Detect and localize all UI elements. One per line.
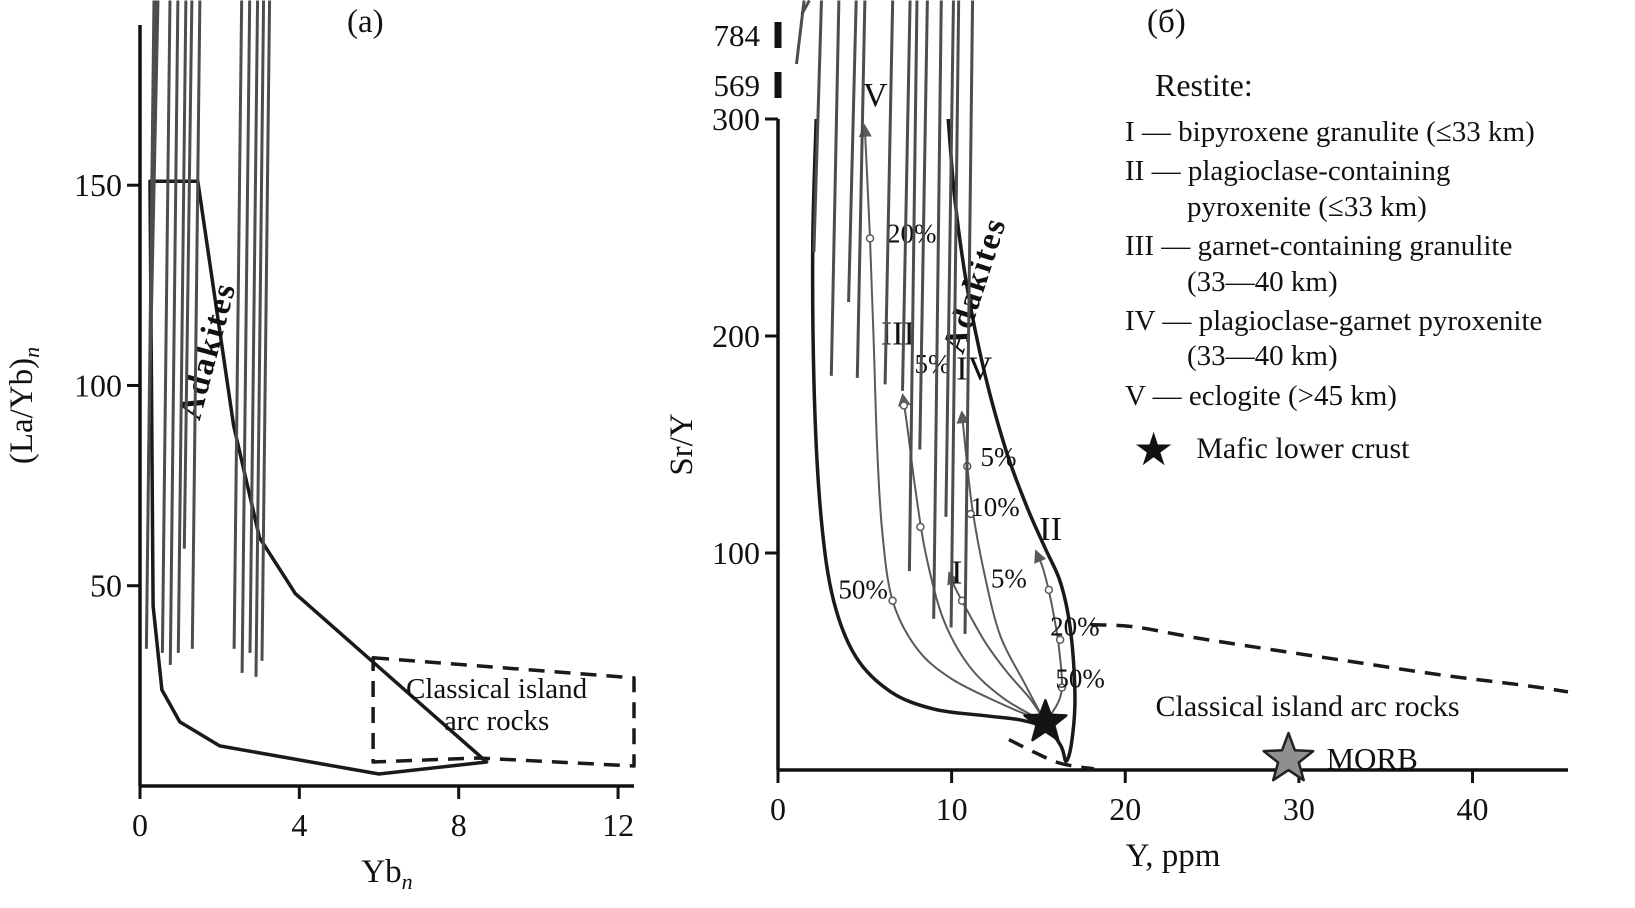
x-tick-label: 12 [602,807,634,843]
y-tick-label: 200 [712,318,760,354]
x-axis-label-a: Ybn [361,854,412,894]
curve-label-IV: IV [956,350,992,387]
annotation: Classical island arc rocks [1156,690,1460,723]
data-point-cross [254,0,266,677]
y-axis-label-b: Sr/Y [664,413,700,475]
curve-label-I: I [951,554,962,591]
legend-star-label: Mafic lower crust [1196,431,1410,465]
field-label-classical-island-arc: Classical island arc rocks [406,673,588,737]
data-point-cross [232,0,244,649]
melt-curve-IV [956,410,1047,723]
y-break-label: 784 [714,18,761,53]
y-tick-label: 300 [712,101,760,137]
data-point-cross [190,0,202,649]
data-point-cross [932,0,943,619]
field-classical-island-arc [371,656,636,768]
percent-label: 20% [887,219,937,249]
star-icon: ★ [1133,422,1175,477]
star-label-morb: MORB [1326,741,1417,776]
percent-label: 50% [1055,664,1105,694]
data-point-cross [949,0,961,628]
percent-label: 5% [991,564,1027,594]
data-point-cross [829,0,841,376]
y-break-label: 569 [714,68,761,103]
legend-item: IV — plagioclase-garnet pyroxenite (33—4… [1125,304,1543,373]
x-tick-label: 0 [770,791,786,827]
y-tick-label: 100 [712,535,760,571]
legend-items: I — bipyroxene granulite (≤33 km) II — pl… [1125,115,1557,414]
x-tick-label: 10 [936,791,968,827]
melt-curve-III [897,392,1046,724]
data-point-cross [812,0,823,253]
panel-a-title: (а) [347,4,384,40]
data-point-cross [901,0,912,391]
legend: Restite: I — bipyroxene granulite (≤33 k… [1125,66,1557,472]
y-axis-label-a: (La/Yb)n [4,347,44,464]
data-point-cross [144,0,156,649]
curve-tick [888,596,897,605]
curve-tick [899,401,909,410]
melt-curve-V [858,123,1046,724]
field-classical-island-arc-lower [1008,738,1095,771]
data-point-cross [182,0,194,549]
curve-tick [865,234,875,243]
x-tick-label: 40 [1457,791,1489,827]
data-point-cross [260,0,272,661]
data-point-cross [160,0,172,653]
data-point-cross [847,0,858,303]
curve-tick [1044,585,1054,595]
field-adakites [148,179,489,776]
data-point-cross [168,0,180,665]
legend-item: I — bipyroxene granulite (≤33 km) [1125,116,1535,149]
data-point-cross [963,0,975,635]
data-point-cross [855,0,867,378]
x-tick-label: 30 [1283,791,1315,827]
legend-item: II — plagioclase-containing pyroxenite (… [1125,155,1451,223]
data-point-cross [176,0,188,653]
field-adakites [810,118,1077,764]
percent-label: 10% [970,492,1020,522]
x-tick-label: 0 [132,807,148,843]
x-tick-label: 20 [1109,791,1141,827]
legend-title: Restite: [1155,67,1253,103]
y-tick-label: 50 [90,568,122,604]
data-point-cross [907,0,919,572]
field-classical-island-arc-upper [1090,622,1569,694]
curve-label-II: II [1039,511,1062,548]
data-point-cross [240,0,252,673]
star-morb [1262,731,1315,782]
y-tick-label: 100 [74,367,122,403]
star-mafic-lower-crust [1023,699,1068,742]
data-point-cross [795,0,806,65]
legend-item: V — eclogite (>45 km) [1125,379,1397,412]
percent-label: 5% [981,442,1017,472]
x-tick-label: 8 [451,807,467,843]
melt-curve-II [1034,549,1063,723]
data-points [144,0,272,677]
percent-label: 20% [1050,611,1100,641]
panel-b-title: (б) [1147,4,1186,40]
data-point-cross [248,0,260,653]
x-axis-label-b: Y, ppm [1126,838,1221,874]
data-points [795,0,975,635]
curve-label-V: V [863,77,888,114]
curve-tick [916,522,925,532]
curve-tick [1055,635,1065,645]
y-tick-label: 150 [74,167,122,203]
data-point-cross [918,0,929,450]
legend-star-item: ★ Mafic lower crust [1125,426,1557,472]
curve-tick [1057,683,1067,692]
data-point-cross [944,0,955,517]
melt-curve-I [947,571,1047,723]
percent-label: 50% [838,575,888,605]
legend-item: III — garnet-containing granulite (33—40… [1125,230,1513,298]
data-point-cross [883,0,895,385]
x-tick-label: 4 [291,807,307,843]
